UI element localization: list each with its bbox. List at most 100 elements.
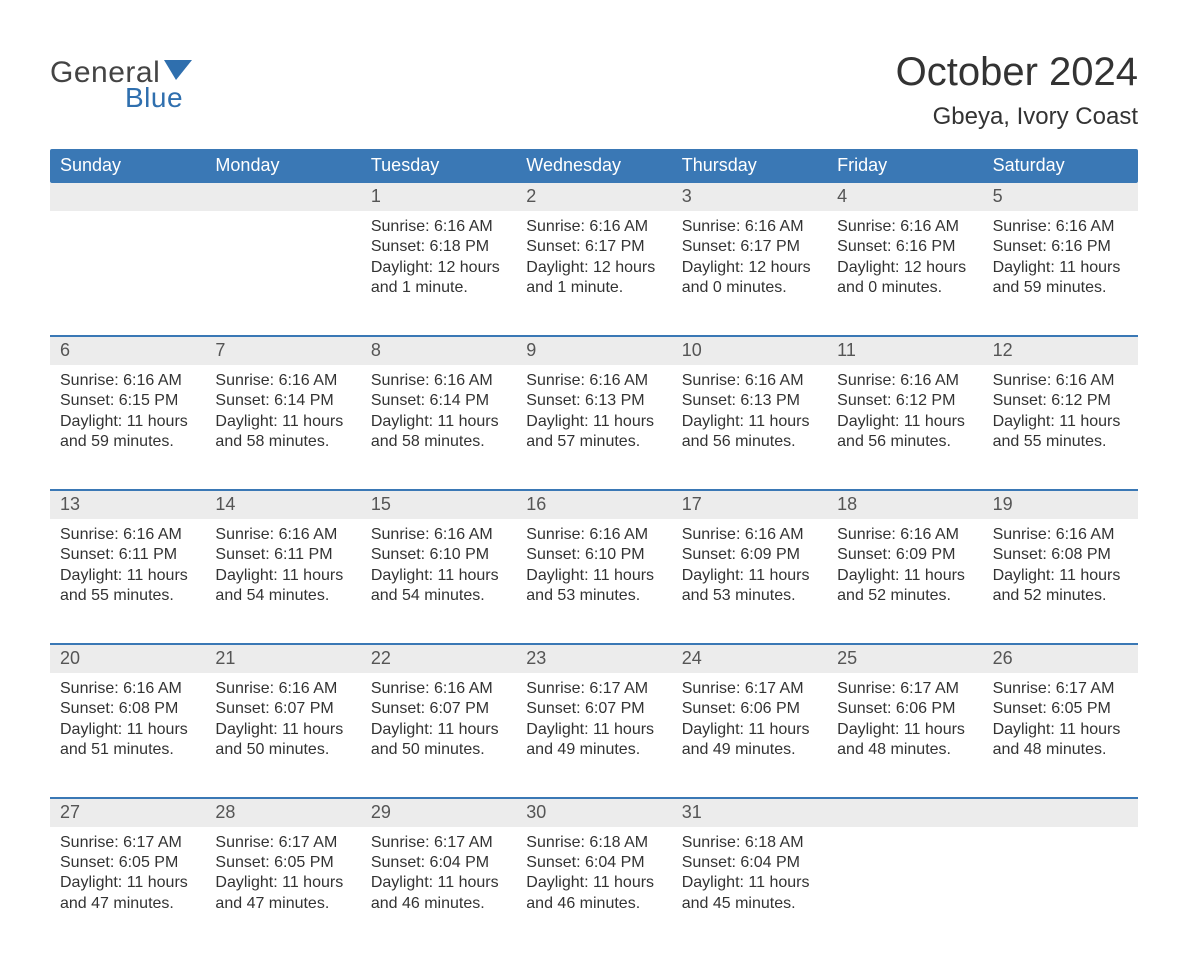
day-sunset: Sunset: 6:15 PM <box>60 391 195 411</box>
day-sunset: Sunset: 6:11 PM <box>60 545 195 565</box>
day-day2: and 48 minutes. <box>837 740 972 760</box>
detail-row: Sunrise: 6:16 AMSunset: 6:08 PMDaylight:… <box>50 673 1138 767</box>
day-sunrise: Sunrise: 6:16 AM <box>215 525 350 545</box>
daynum-band: 6789101112 <box>50 337 1138 365</box>
week-row: 2728293031Sunrise: 6:17 AMSunset: 6:05 P… <box>50 797 1138 921</box>
day-details: Sunrise: 6:16 AMSunset: 6:13 PMDaylight:… <box>672 365 827 459</box>
day-day2: and 58 minutes. <box>371 432 506 452</box>
day-day1: Daylight: 11 hours <box>371 873 506 893</box>
day-sunrise: Sunrise: 6:16 AM <box>682 371 817 391</box>
week-row: 13141516171819Sunrise: 6:16 AMSunset: 6:… <box>50 489 1138 613</box>
day-sunrise: Sunrise: 6:17 AM <box>60 833 195 853</box>
day-details: Sunrise: 6:16 AMSunset: 6:14 PMDaylight:… <box>205 365 360 459</box>
day-day1: Daylight: 11 hours <box>682 412 817 432</box>
weekday-header: Sunday <box>50 149 205 183</box>
flag-icon <box>164 60 192 80</box>
day-sunrise: Sunrise: 6:17 AM <box>215 833 350 853</box>
day-day2: and 47 minutes. <box>60 894 195 914</box>
day-sunset: Sunset: 6:04 PM <box>526 853 661 873</box>
day-details: Sunrise: 6:17 AMSunset: 6:07 PMDaylight:… <box>516 673 671 767</box>
day-sunrise: Sunrise: 6:16 AM <box>837 371 972 391</box>
week-row: 6789101112Sunrise: 6:16 AMSunset: 6:15 P… <box>50 335 1138 459</box>
day-sunset: Sunset: 6:05 PM <box>993 699 1128 719</box>
day-day2: and 49 minutes. <box>526 740 661 760</box>
day-sunset: Sunset: 6:05 PM <box>60 853 195 873</box>
day-day1: Daylight: 11 hours <box>993 566 1128 586</box>
day-day1: Daylight: 11 hours <box>60 412 195 432</box>
day-day2: and 59 minutes. <box>993 278 1128 298</box>
day-number: 18 <box>827 491 982 519</box>
day-sunset: Sunset: 6:06 PM <box>837 699 972 719</box>
day-day1: Daylight: 11 hours <box>837 566 972 586</box>
day-sunrise: Sunrise: 6:16 AM <box>60 679 195 699</box>
day-sunrise: Sunrise: 6:16 AM <box>837 217 972 237</box>
day-sunrise: Sunrise: 6:16 AM <box>215 679 350 699</box>
day-sunrise: Sunrise: 6:16 AM <box>837 525 972 545</box>
day-details: Sunrise: 6:16 AMSunset: 6:18 PMDaylight:… <box>361 211 516 305</box>
day-sunset: Sunset: 6:10 PM <box>526 545 661 565</box>
day-number: 5 <box>983 183 1138 211</box>
day-details: Sunrise: 6:16 AMSunset: 6:08 PMDaylight:… <box>983 519 1138 613</box>
day-day2: and 0 minutes. <box>682 278 817 298</box>
day-day1: Daylight: 11 hours <box>993 720 1128 740</box>
day-number: 16 <box>516 491 671 519</box>
day-day2: and 0 minutes. <box>837 278 972 298</box>
weekday-header: Tuesday <box>361 149 516 183</box>
daynum-band: 12345 <box>50 183 1138 211</box>
day-sunset: Sunset: 6:12 PM <box>993 391 1128 411</box>
day-day1: Daylight: 11 hours <box>682 873 817 893</box>
day-details <box>827 827 982 921</box>
day-details: Sunrise: 6:16 AMSunset: 6:09 PMDaylight:… <box>827 519 982 613</box>
day-sunset: Sunset: 6:10 PM <box>371 545 506 565</box>
month-title: October 2024 <box>896 50 1138 95</box>
calendar-document: General Blue October 2024 Gbeya, Ivory C… <box>0 0 1188 960</box>
day-day1: Daylight: 11 hours <box>682 566 817 586</box>
day-sunrise: Sunrise: 6:16 AM <box>682 217 817 237</box>
day-details: Sunrise: 6:16 AMSunset: 6:16 PMDaylight:… <box>827 211 982 305</box>
day-number: 23 <box>516 645 671 673</box>
day-number: 28 <box>205 799 360 827</box>
day-sunset: Sunset: 6:07 PM <box>215 699 350 719</box>
weekday-header: Thursday <box>672 149 827 183</box>
day-number: 3 <box>672 183 827 211</box>
detail-row: Sunrise: 6:16 AMSunset: 6:15 PMDaylight:… <box>50 365 1138 459</box>
day-day1: Daylight: 12 hours <box>371 258 506 278</box>
day-day2: and 58 minutes. <box>215 432 350 452</box>
day-number: 7 <box>205 337 360 365</box>
day-sunrise: Sunrise: 6:17 AM <box>993 679 1128 699</box>
day-day2: and 47 minutes. <box>215 894 350 914</box>
day-day1: Daylight: 11 hours <box>526 566 661 586</box>
day-day1: Daylight: 11 hours <box>837 720 972 740</box>
weekday-header: Friday <box>827 149 982 183</box>
day-sunset: Sunset: 6:04 PM <box>682 853 817 873</box>
day-sunset: Sunset: 6:07 PM <box>371 699 506 719</box>
day-sunset: Sunset: 6:11 PM <box>215 545 350 565</box>
weekday-header: Saturday <box>983 149 1138 183</box>
day-number <box>205 183 360 211</box>
day-sunset: Sunset: 6:13 PM <box>682 391 817 411</box>
day-details <box>205 211 360 305</box>
day-day2: and 1 minute. <box>526 278 661 298</box>
day-details <box>50 211 205 305</box>
day-day2: and 55 minutes. <box>993 432 1128 452</box>
day-day2: and 52 minutes. <box>993 586 1128 606</box>
day-details: Sunrise: 6:16 AMSunset: 6:08 PMDaylight:… <box>50 673 205 767</box>
detail-row: Sunrise: 6:17 AMSunset: 6:05 PMDaylight:… <box>50 827 1138 921</box>
day-number: 31 <box>672 799 827 827</box>
day-sunrise: Sunrise: 6:17 AM <box>526 679 661 699</box>
day-number: 30 <box>516 799 671 827</box>
day-number: 21 <box>205 645 360 673</box>
day-details: Sunrise: 6:16 AMSunset: 6:15 PMDaylight:… <box>50 365 205 459</box>
day-sunrise: Sunrise: 6:16 AM <box>371 525 506 545</box>
day-day2: and 55 minutes. <box>60 586 195 606</box>
brand-logo: General Blue <box>50 56 192 114</box>
day-day1: Daylight: 11 hours <box>526 720 661 740</box>
daynum-band: 20212223242526 <box>50 645 1138 673</box>
week-row: 20212223242526Sunrise: 6:16 AMSunset: 6:… <box>50 643 1138 767</box>
day-details: Sunrise: 6:16 AMSunset: 6:10 PMDaylight:… <box>361 519 516 613</box>
day-details: Sunrise: 6:18 AMSunset: 6:04 PMDaylight:… <box>672 827 827 921</box>
day-number <box>983 799 1138 827</box>
day-sunrise: Sunrise: 6:16 AM <box>60 371 195 391</box>
day-sunset: Sunset: 6:16 PM <box>993 237 1128 257</box>
day-sunrise: Sunrise: 6:18 AM <box>682 833 817 853</box>
